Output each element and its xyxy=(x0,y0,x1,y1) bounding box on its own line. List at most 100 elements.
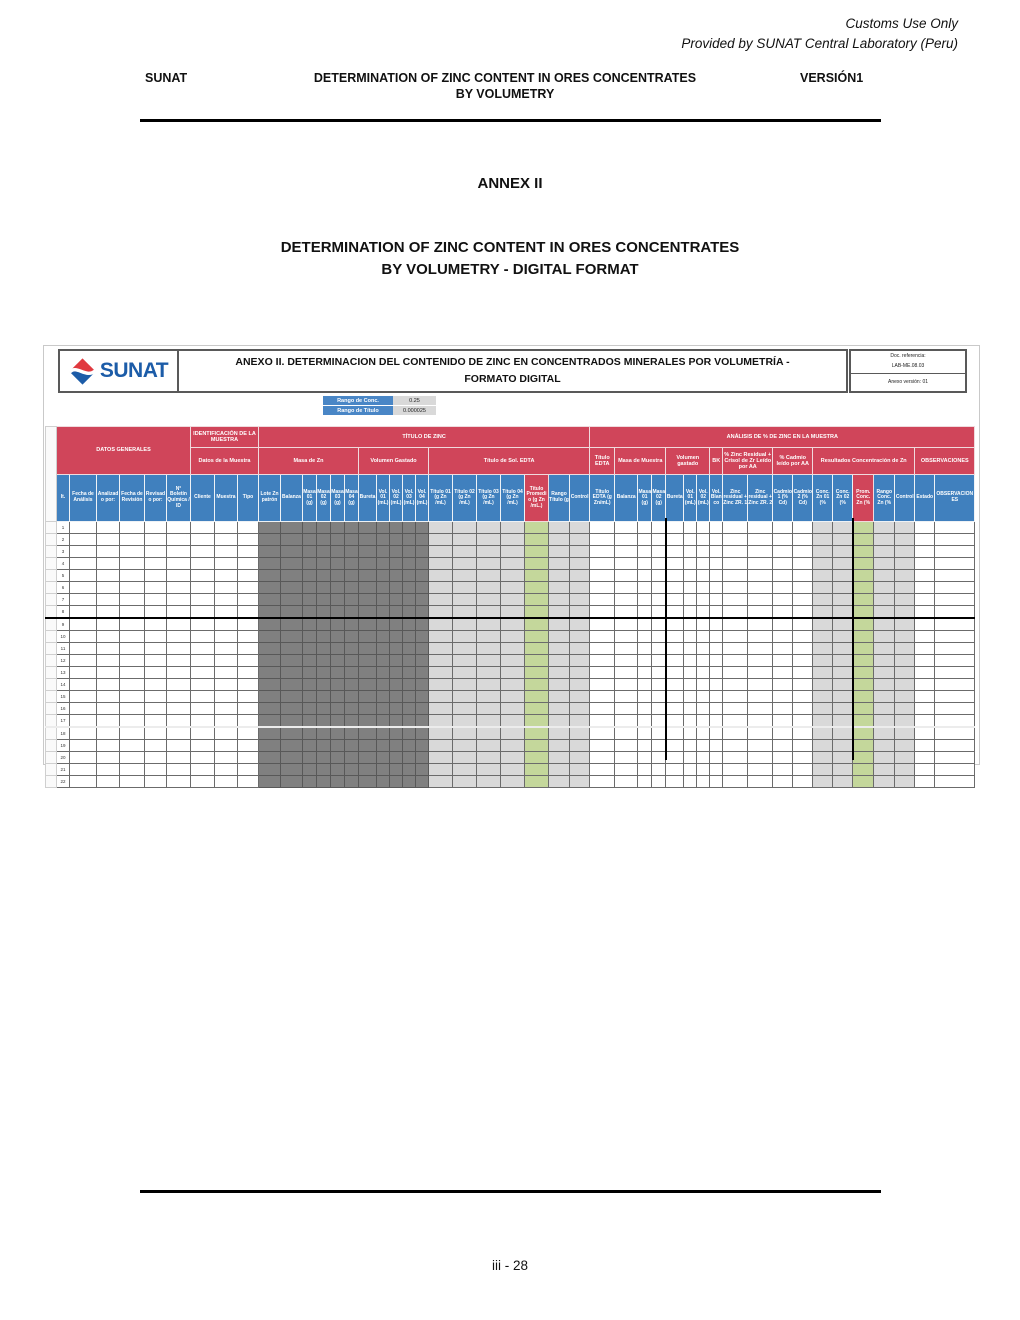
body-cell xyxy=(428,617,453,631)
body-cell xyxy=(476,654,501,667)
body-cell xyxy=(524,533,549,546)
body-cell xyxy=(214,714,238,728)
body-cell xyxy=(415,654,429,667)
body-cell xyxy=(190,617,215,631)
body-cell xyxy=(166,726,191,740)
body-cell xyxy=(683,751,698,764)
body-cell xyxy=(812,654,834,667)
body-cell xyxy=(428,702,453,715)
body-cell xyxy=(637,617,653,631)
body-cell xyxy=(852,557,875,570)
body-cell xyxy=(428,642,453,655)
body-cell xyxy=(772,642,794,655)
body-cell xyxy=(358,751,377,764)
body-cell xyxy=(894,533,916,546)
body-cell xyxy=(330,726,345,740)
body-cell xyxy=(852,763,875,776)
body-cell xyxy=(772,630,794,643)
body-cell xyxy=(548,521,570,534)
body-cell xyxy=(709,569,724,582)
body-cell xyxy=(683,642,698,655)
body-cell xyxy=(500,666,525,679)
body-cell xyxy=(709,763,724,776)
body-cell xyxy=(914,617,936,631)
table-row: 8 xyxy=(45,605,976,619)
body-cell xyxy=(722,763,749,776)
main-title-line2: BY VOLUMETRY - DIGITAL FORMAT xyxy=(381,260,639,278)
column-header: It. xyxy=(56,474,70,522)
body-cell xyxy=(651,642,667,655)
body-cell xyxy=(637,702,653,715)
body-cell xyxy=(358,654,377,667)
body-cell xyxy=(280,751,303,764)
body-cell xyxy=(119,557,145,570)
body-cell xyxy=(747,666,774,679)
body-cell xyxy=(934,678,976,691)
body-cell xyxy=(358,593,377,606)
body-cell xyxy=(665,581,685,594)
body-cell xyxy=(873,605,896,619)
body-cell xyxy=(96,581,120,594)
body-cell xyxy=(772,593,794,606)
body-cell xyxy=(637,630,653,643)
body-cell xyxy=(500,763,525,776)
body-cell xyxy=(96,593,120,606)
body-cell xyxy=(258,533,281,546)
body-cell xyxy=(96,557,120,570)
body-cell xyxy=(709,654,724,667)
body-cell xyxy=(665,763,685,776)
body-cell xyxy=(500,545,525,558)
body-cell xyxy=(358,702,377,715)
body-cell xyxy=(637,751,653,764)
body-cell xyxy=(637,739,653,752)
body-cell xyxy=(651,726,667,740)
body-cell xyxy=(376,521,390,534)
body-cell xyxy=(316,569,331,582)
column-header: Analizado por: xyxy=(96,474,120,522)
body-cell xyxy=(280,569,303,582)
body-cell xyxy=(548,666,570,679)
body-cell xyxy=(589,521,616,534)
body-cell xyxy=(683,593,698,606)
column-header: Balanza xyxy=(280,474,303,522)
body-cell xyxy=(722,751,749,764)
body-cell xyxy=(548,605,570,619)
body-cell xyxy=(258,739,281,752)
body-cell xyxy=(914,630,936,643)
row-gutter-cell xyxy=(45,617,57,631)
body-cell xyxy=(69,678,97,691)
body-cell xyxy=(280,726,303,740)
band-label: Título EDTA xyxy=(589,447,616,475)
body-cell xyxy=(832,690,854,703)
table-row: 4 xyxy=(45,557,976,570)
body-cell xyxy=(119,702,145,715)
column-header: Lote Zn patrón xyxy=(258,474,281,522)
column-header: Vol. 01 (mL) xyxy=(683,474,698,522)
body-cell xyxy=(614,521,639,534)
body-cell xyxy=(665,739,685,752)
body-cell xyxy=(344,702,359,715)
body-cell xyxy=(792,678,814,691)
body-cell xyxy=(852,545,875,558)
body-cell xyxy=(214,666,238,679)
body-cell xyxy=(119,642,145,655)
table-row: 5 xyxy=(45,569,976,582)
body-cell xyxy=(696,739,711,752)
bottom-rule xyxy=(140,1190,881,1193)
body-cell xyxy=(589,654,616,667)
body-cell xyxy=(637,593,653,606)
body-cell xyxy=(302,581,317,594)
body-cell xyxy=(358,726,377,740)
body-cell xyxy=(722,593,749,606)
body-cell xyxy=(548,557,570,570)
body-cell xyxy=(415,569,429,582)
table-row: 12 xyxy=(45,654,976,667)
body-cell xyxy=(166,642,191,655)
body-cell xyxy=(812,581,834,594)
body-cell xyxy=(696,654,711,667)
body-cell xyxy=(302,593,317,606)
body-cell xyxy=(722,714,749,728)
body-cell xyxy=(452,617,477,631)
body-cell xyxy=(302,533,317,546)
body-cell xyxy=(237,642,259,655)
